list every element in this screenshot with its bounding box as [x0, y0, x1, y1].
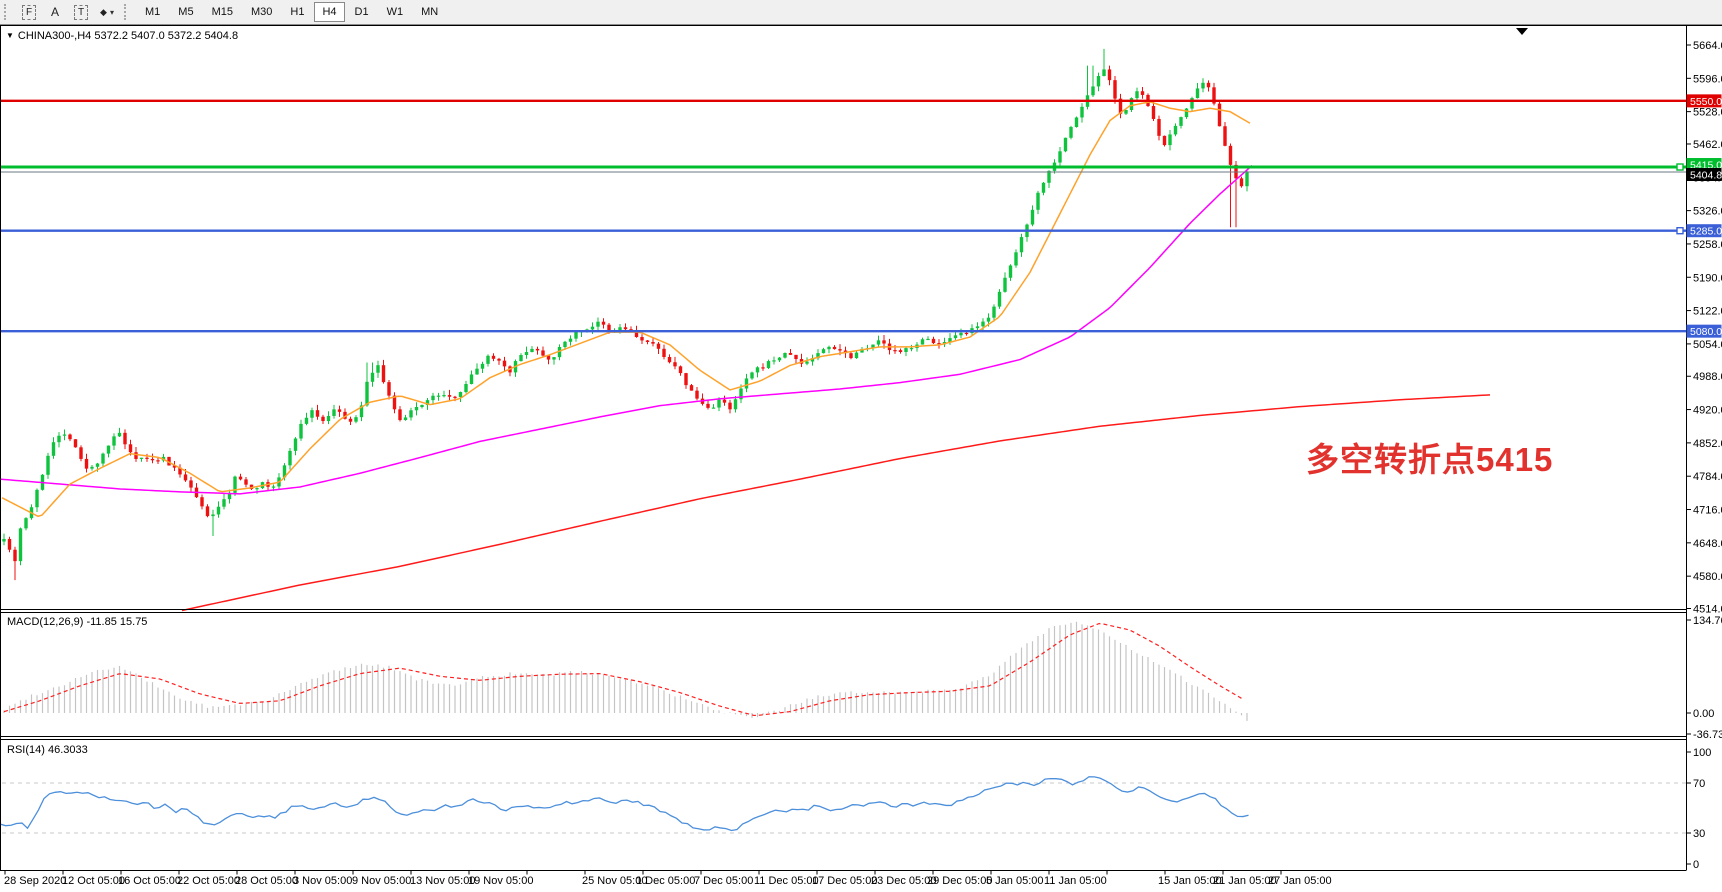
hline-handle-5415[interactable]	[1676, 163, 1684, 171]
timeframe-d1-button[interactable]: D1	[354, 6, 369, 18]
rsi-tick-label: 0	[1693, 859, 1699, 871]
price-tick-label: 4648.0	[1693, 538, 1722, 550]
timeframe-h1-button[interactable]: H1	[290, 6, 305, 18]
macd-signal-line	[3, 623, 1245, 717]
rsi-line	[0, 776, 1249, 832]
date-label: 9 Nov 05:00	[352, 875, 411, 887]
price-tick-label: 5664.0	[1693, 40, 1722, 52]
date-label: 12 Oct 05:00	[62, 875, 125, 887]
pointer-tool-button[interactable]: F	[17, 2, 41, 22]
shapes-tool-button[interactable]: ◆ ▾	[95, 2, 119, 22]
price-tick-label: 4580.0	[1693, 571, 1722, 583]
current-price-label: 5404.8	[1690, 170, 1722, 182]
chart-annotation-text[interactable]: 多空转折点5415	[1306, 441, 1554, 478]
price-tick-label: 5462.0	[1693, 139, 1722, 151]
date-label: 13 Nov 05:00	[410, 875, 475, 887]
macd-indicator-label: MACD(12,26,9) -11.85 15.75	[7, 616, 148, 628]
price-label-5080-box	[1686, 324, 1722, 338]
date-label: 21 Jan 05:00	[1213, 875, 1277, 887]
macd-tick-label: 0.00	[1693, 708, 1714, 720]
top-toolbar: F A T ◆ ▾ M1 M5 M15 M30 H1 H4 D1 W1 MN	[0, 0, 1722, 25]
date-label: 23 Dec 05:00	[871, 875, 936, 887]
timeframe-m1-button[interactable]: M1	[145, 6, 161, 18]
dropdown-caret-icon: ▾	[109, 7, 114, 17]
price-tick-label: 5054.0	[1693, 339, 1722, 351]
price-label-5550: 5550.0	[1690, 96, 1722, 108]
timeframe-mn-button[interactable]: MN	[421, 6, 439, 18]
price-tick-label: 5258.0	[1693, 239, 1722, 251]
date-label: 16 Oct 05:00	[118, 875, 181, 887]
price-tick-label: 4784.0	[1693, 471, 1722, 483]
price-label-5550-box	[1686, 94, 1722, 108]
symbol-header: ▼ CHINA300-,H4 5372.2 5407.0 5372.2 5404.…	[6, 30, 238, 42]
price-tick-label: 4852.0	[1693, 438, 1722, 450]
date-label: 19 Nov 05:00	[468, 875, 533, 887]
timeframe-group: M1 M5 M15 M30 H1 H4 D1 W1 MN	[136, 2, 447, 22]
date-label: 11 Dec 05:00	[754, 875, 819, 887]
date-label: 5 Jan 05:00	[986, 875, 1044, 887]
price-label-5285-box	[1686, 224, 1722, 238]
toolbar-grip[interactable]	[4, 4, 10, 20]
timeframe-m15-button[interactable]: M15	[211, 6, 233, 18]
rsi-tick-label: 70	[1693, 778, 1705, 790]
date-label: 1 Dec 05:00	[636, 875, 695, 887]
date-label: 28 Oct 05:00	[235, 875, 298, 887]
shapes-tool-icon: ◆	[100, 6, 107, 17]
current-price-label-box	[1686, 168, 1722, 182]
date-label: 3 Nov 05:00	[293, 875, 352, 887]
hline-handle-5285[interactable]	[1676, 227, 1684, 235]
text-box-tool-button[interactable]: T	[69, 2, 93, 22]
ma-slow-magenta-line[interactable]	[0, 164, 1253, 495]
price-tick-label: 5596.0	[1693, 73, 1722, 85]
timeframe-h4-button[interactable]: H4	[314, 2, 345, 22]
rsi-tick-label: 30	[1693, 828, 1705, 840]
price-label-5080: 5080.0	[1690, 326, 1722, 338]
date-label: 11 Jan 05:00	[1044, 875, 1107, 887]
date-label: 17 Dec 05:00	[812, 875, 877, 887]
red-trend-line[interactable]	[181, 394, 1491, 612]
date-label: 28 Sep 2020	[4, 875, 66, 887]
price-tick-label: 4716.0	[1693, 505, 1722, 517]
price-tick-label: 4920.0	[1693, 405, 1722, 417]
price-tick-label: 5326.0	[1693, 206, 1722, 218]
date-label: 22 Oct 05:00	[177, 875, 240, 887]
price-tick-label: 5528.0	[1693, 107, 1722, 119]
symbol-dropdown-icon[interactable]: ▼	[6, 31, 14, 40]
date-label: 25 Nov 05:00	[582, 875, 647, 887]
pointer-tool-icon: F	[21, 4, 37, 20]
date-label: 15 Jan 05:00	[1158, 875, 1222, 887]
price-tick-label: 5122.0	[1693, 306, 1722, 318]
timeframe-m30-button[interactable]: M30	[250, 6, 273, 18]
price-tick-label: 4514.0	[1693, 604, 1722, 616]
price-label-5415-box	[1686, 158, 1722, 172]
symbol-ohlc-text: CHINA300-,H4 5372.2 5407.0 5372.2 5404.8	[17, 30, 239, 42]
macd-tick-label: 134.76	[1693, 615, 1722, 627]
date-label: 7 Dec 05:00	[694, 875, 753, 887]
timeframe-m5-button[interactable]: M5	[178, 6, 194, 18]
price-tick-label: 4988.0	[1693, 371, 1722, 383]
text-label-tool-icon: A	[50, 5, 59, 19]
drawing-tools-group: F A T ◆ ▾	[16, 2, 120, 22]
price-tick-label: 5190.0	[1693, 272, 1722, 284]
date-label: 29 Dec 05:00	[927, 875, 992, 887]
macd-histogram	[3, 621, 1248, 721]
rsi-tick-label: 100	[1693, 747, 1711, 759]
rsi-indicator-label: RSI(14) 46.3033	[7, 744, 88, 756]
date-label: 27 Jan 05:00	[1268, 875, 1332, 887]
text-box-tool-icon: T	[73, 4, 89, 20]
toolbar-grip-2[interactable]	[124, 4, 130, 20]
price-label-5285: 5285.0	[1690, 226, 1722, 238]
chart-shift-marker-icon[interactable]	[1516, 28, 1528, 35]
text-label-tool-button[interactable]: A	[43, 2, 67, 22]
timeframe-w1-button[interactable]: W1	[386, 6, 404, 18]
macd-tick-label: -36.73	[1693, 729, 1722, 741]
